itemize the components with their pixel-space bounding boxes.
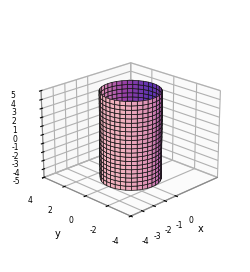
X-axis label: x: x bbox=[197, 224, 203, 234]
Y-axis label: y: y bbox=[54, 229, 60, 239]
